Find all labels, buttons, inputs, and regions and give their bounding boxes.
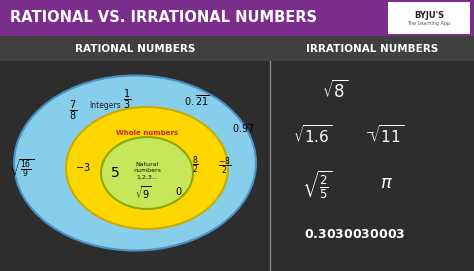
Text: Whole numbers: Whole numbers <box>116 130 178 136</box>
Text: RATIONAL NUMBERS: RATIONAL NUMBERS <box>75 44 195 54</box>
Text: $0.\overline{21}$: $0.\overline{21}$ <box>184 93 210 108</box>
Text: $0$: $0$ <box>175 185 183 197</box>
Text: $\sqrt{8}$: $\sqrt{8}$ <box>322 80 348 102</box>
Ellipse shape <box>101 137 193 209</box>
Bar <box>0 36 474 271</box>
Text: $\pi$: $\pi$ <box>381 174 393 192</box>
Text: $0.97$: $0.97$ <box>232 122 255 134</box>
Text: $\frac{8}{2}$: $\frac{8}{2}$ <box>191 154 199 176</box>
Text: $\frac{7}{8}$: $\frac{7}{8}$ <box>69 99 77 123</box>
Text: $\sqrt{1.6}$: $\sqrt{1.6}$ <box>293 124 333 146</box>
Text: $\sqrt{\frac{2}{5}}$: $\sqrt{\frac{2}{5}}$ <box>301 169 332 201</box>
Text: The Learning App: The Learning App <box>408 21 451 25</box>
Text: $\sqrt{\frac{16}{9}}$: $\sqrt{\frac{16}{9}}$ <box>9 157 35 179</box>
Text: RATIONAL VS. IRRATIONAL NUMBERS: RATIONAL VS. IRRATIONAL NUMBERS <box>10 11 317 25</box>
Text: $5$: $5$ <box>110 166 120 180</box>
Text: $\mathbf{0.3030030003}$: $\mathbf{0.3030030003}$ <box>304 228 406 241</box>
Text: Integers: Integers <box>89 101 121 109</box>
Bar <box>0 36 474 61</box>
Text: $\frac{1}{3}$: $\frac{1}{3}$ <box>123 88 131 112</box>
Bar <box>0 0 474 36</box>
Text: $-3$: $-3$ <box>75 161 91 173</box>
Text: BYJU'S: BYJU'S <box>414 11 444 20</box>
Ellipse shape <box>14 76 256 250</box>
Text: IRRATIONAL NUMBERS: IRRATIONAL NUMBERS <box>306 44 438 54</box>
Ellipse shape <box>66 107 228 229</box>
Bar <box>388 2 470 34</box>
Text: Natural
numbers
1,2,3...: Natural numbers 1,2,3... <box>133 162 161 180</box>
Text: $^{-}\!\!\sqrt{11}$: $^{-}\!\!\sqrt{11}$ <box>365 124 405 146</box>
Text: $\frac{-8}{2}$: $\frac{-8}{2}$ <box>218 155 232 177</box>
Text: $\sqrt{9}$: $\sqrt{9}$ <box>135 185 151 201</box>
